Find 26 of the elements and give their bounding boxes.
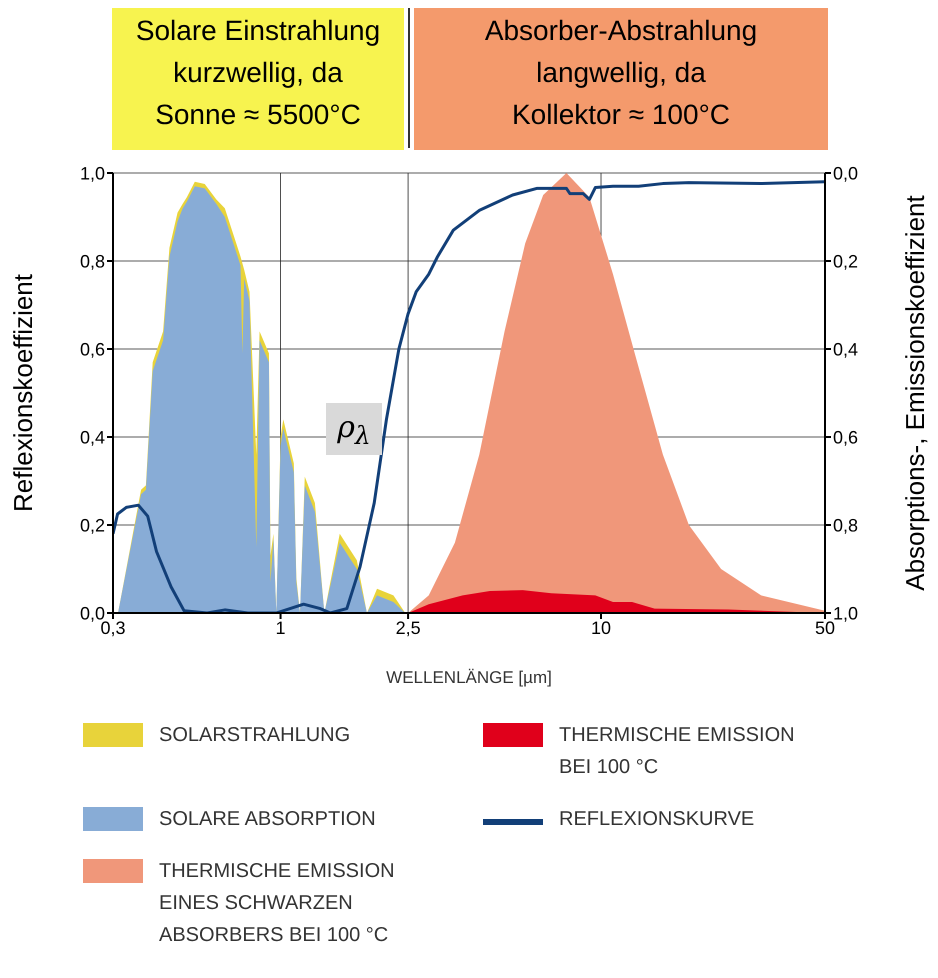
- x-axis-title: WELLENLÄNGE [µm]: [386, 668, 552, 687]
- y-axis-title: Reflexionskoeffizient: [8, 273, 38, 512]
- x-tick-label: 10: [590, 618, 612, 638]
- y2-tick-label: 0,2: [833, 251, 858, 272]
- x-tick-label: 1: [276, 618, 286, 638]
- y-tick-label: 0,2: [80, 515, 105, 536]
- y2-tick-label: 0,4: [833, 339, 858, 360]
- x-tick-label: 50: [814, 618, 836, 638]
- y2-tick-label: 0,6: [833, 427, 858, 448]
- text: Absorber-Abstrahlung langwellig, da Kollektor ≈ 100°C: [414, 8, 828, 150]
- annotation: ρ$_{λ}$: [326, 403, 382, 455]
- legend-label: SOLARSTRAHLUNG: [159, 723, 350, 748]
- legend-label: REFLEXIONSKURVE: [559, 807, 754, 832]
- y2-tick-label: 0,0: [833, 163, 858, 184]
- y-tick-label: 0,6: [80, 339, 105, 360]
- x-tick-label: 2,5: [396, 618, 421, 638]
- y2-axis-title: Absorptions-, Emissionskoeffizient: [900, 194, 930, 591]
- y-tick-label: 1,0: [80, 163, 105, 184]
- y2-tick-label: 0,8: [833, 515, 858, 536]
- text: Solare Einstrahlung kurzwellig, da Sonne ≈ 5500°C: [112, 8, 404, 150]
- y2-tick-label: 1,0: [833, 603, 858, 624]
- legend-label: THERMISCHE EMISSION BEI 100 °C: [559, 723, 795, 780]
- y-tick-label: 0,4: [80, 427, 105, 448]
- y-tick-label: 0,8: [80, 251, 105, 272]
- legend-label: SOLARE ABSORPTION: [159, 807, 376, 832]
- legend-label: THERMISCHE EMISSION EINES SCHWARZEN ABSORBERS BEI 100 °C: [159, 859, 395, 948]
